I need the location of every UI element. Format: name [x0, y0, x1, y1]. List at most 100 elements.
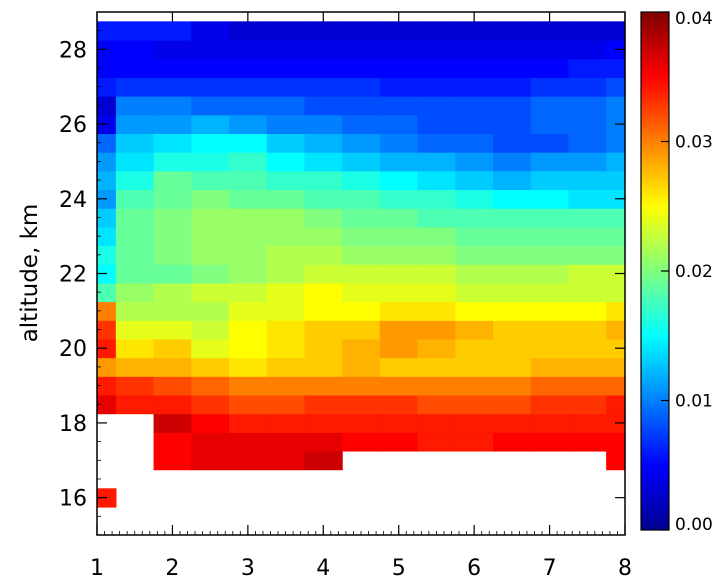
heatmap-cell — [304, 21, 343, 41]
heatmap-cell — [568, 226, 607, 247]
heatmap-cell — [530, 413, 570, 433]
heatmap-cell — [568, 114, 607, 135]
heatmap-cell — [229, 58, 268, 78]
heatmap-cell — [342, 58, 381, 78]
heatmap-cell — [115, 114, 155, 135]
heatmap-cell — [568, 338, 607, 359]
heatmap-cell — [455, 282, 494, 303]
heatmap-cell — [493, 320, 532, 340]
colorbar-tick-label: 0.04 — [675, 9, 713, 29]
heatmap-cell — [493, 152, 532, 172]
heatmap-cell — [191, 152, 230, 172]
heatmap-cell — [493, 394, 532, 415]
heatmap-cell — [153, 226, 192, 247]
heatmap-cell — [417, 170, 456, 191]
heatmap-cell — [455, 189, 494, 209]
heatmap-cell — [115, 320, 155, 340]
heatmap-cell — [417, 264, 456, 284]
heatmap-cell — [417, 40, 456, 60]
heatmap-cell — [455, 21, 494, 41]
heatmap-cell — [266, 189, 306, 209]
heatmap-cell — [493, 264, 532, 284]
heatmap-cell — [455, 208, 494, 228]
heatmap-cell — [606, 245, 626, 265]
heatmap-cell — [568, 282, 607, 303]
heatmap-cell — [606, 58, 626, 78]
heatmap-cell — [229, 152, 268, 172]
heatmap-cell — [229, 338, 268, 359]
heatmap-cell — [606, 301, 626, 321]
heatmap-cell — [97, 58, 117, 78]
heatmap-cell — [191, 301, 230, 321]
heatmap-cell — [266, 133, 306, 153]
heatmap-cell — [97, 320, 117, 340]
heatmap-cell — [455, 226, 494, 247]
heatmap-cell — [229, 376, 268, 396]
heatmap-cell — [153, 40, 192, 60]
heatmap-cell — [530, 376, 570, 396]
heatmap-cell — [266, 40, 306, 60]
heatmap-cell — [417, 301, 456, 321]
heatmap-cell — [229, 450, 268, 471]
heatmap-cell — [115, 170, 155, 191]
heatmap-cell — [97, 282, 117, 303]
heatmap-cell — [530, 301, 570, 321]
heatmap-cell — [455, 40, 494, 60]
heatmap-cell — [606, 376, 626, 396]
heatmap-cell — [455, 133, 494, 153]
heatmap-cell — [417, 21, 456, 41]
heatmap-cell — [191, 77, 230, 97]
heatmap-cell — [342, 189, 381, 209]
heatmap-cell — [266, 338, 306, 359]
heatmap-cell — [266, 21, 306, 41]
heatmap-cell — [493, 40, 532, 60]
heatmap-cell — [304, 376, 343, 396]
heatmap-cell — [229, 282, 268, 303]
heatmap-cell — [153, 320, 192, 340]
heatmap-cell — [266, 77, 306, 97]
heatmap-cell — [266, 208, 306, 228]
heatmap-cell — [153, 58, 192, 78]
heatmap-cell — [229, 245, 268, 265]
heatmap-cell — [191, 114, 230, 135]
heatmap-cell — [493, 21, 532, 41]
heatmap-cell — [229, 133, 268, 153]
heatmap-cell — [191, 338, 230, 359]
heatmap-cell — [153, 96, 192, 116]
heatmap-cell — [342, 282, 381, 303]
heatmap-cell — [153, 133, 192, 153]
heatmap-cell — [304, 40, 343, 60]
heatmap-cell — [342, 413, 381, 433]
heatmap-cell — [304, 320, 343, 340]
heatmap-cell — [97, 376, 117, 396]
heatmap-cell — [530, 208, 570, 228]
heatmap-cell — [153, 357, 192, 377]
heatmap-cell — [191, 170, 230, 191]
heatmap-cell — [493, 77, 532, 97]
heatmap-cell — [304, 208, 343, 228]
heatmap-cell — [115, 96, 155, 116]
heatmap-cell — [115, 226, 155, 247]
heatmap-cell — [342, 264, 381, 284]
heatmap-cell — [606, 170, 626, 191]
heatmap-cell — [97, 301, 117, 321]
heatmap-cell — [379, 357, 419, 377]
heatmap-cell — [229, 170, 268, 191]
heatmap-cell — [153, 338, 192, 359]
heatmap-cell — [153, 152, 192, 172]
heatmap-cell — [568, 133, 607, 153]
heatmap-cell — [417, 432, 456, 452]
heatmap-cell — [379, 376, 419, 396]
heatmap-cell — [493, 208, 532, 228]
heatmap-cell — [493, 96, 532, 116]
heatmap-cell — [97, 245, 117, 265]
heatmap-cell — [97, 357, 117, 377]
x-tick-label: 7 — [543, 556, 557, 581]
heatmap-cell — [417, 357, 456, 377]
heatmap-cell — [342, 77, 381, 97]
heatmap-cell — [606, 450, 626, 471]
heatmap-cell — [342, 40, 381, 60]
heatmap-cell — [455, 394, 494, 415]
y-tick-label: 16 — [59, 487, 87, 512]
